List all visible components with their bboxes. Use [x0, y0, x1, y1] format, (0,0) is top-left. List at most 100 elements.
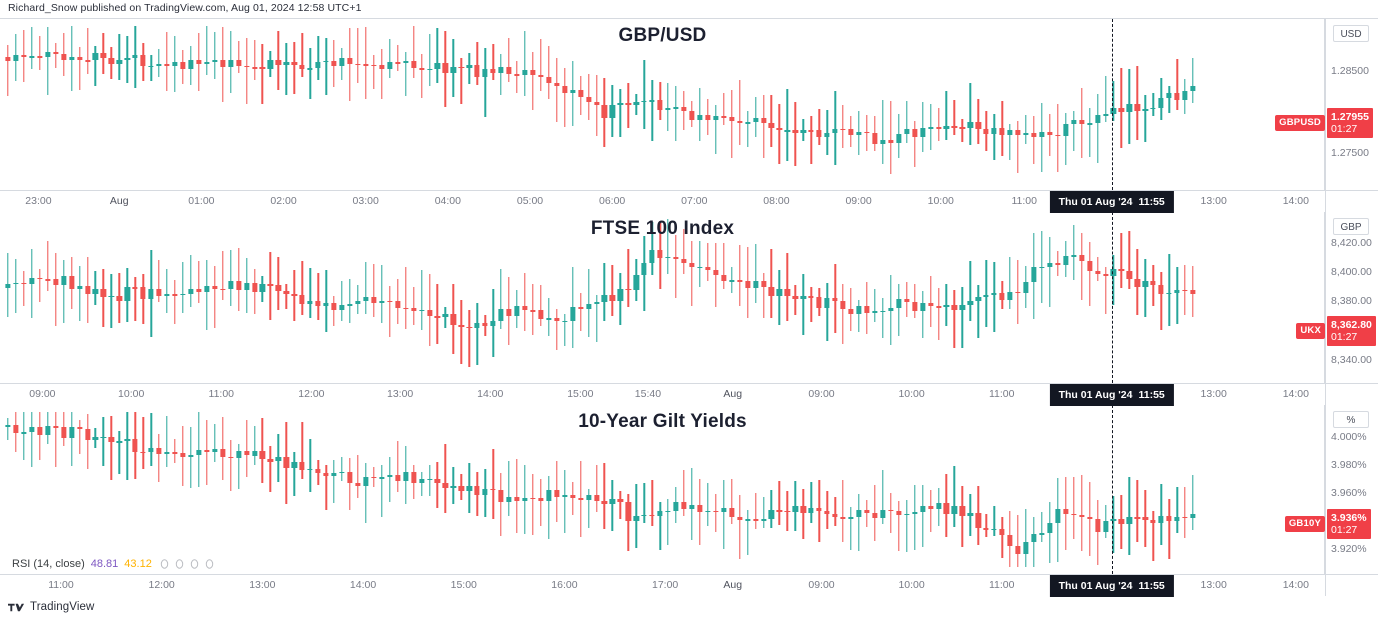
candle-body: [1094, 270, 1101, 275]
candle-wick: [890, 100, 892, 174]
candle-wick: [39, 36, 41, 71]
candle-wick: [810, 286, 812, 323]
remove-icon[interactable]: [190, 559, 199, 569]
candle-wick: [548, 46, 550, 99]
candle-body: [1166, 292, 1172, 295]
candle-body: [848, 516, 854, 519]
candle-body: [339, 471, 345, 474]
candle-body: [713, 510, 719, 513]
candle-body: [673, 502, 679, 511]
candle-wick: [921, 291, 924, 339]
last-price-badge[interactable]: 1.27955 01:27: [1327, 108, 1373, 139]
candle-wick: [436, 28, 439, 84]
more-options-icon[interactable]: [205, 559, 214, 569]
candle-wick: [921, 102, 924, 152]
candle-body: [1142, 280, 1148, 287]
candle-body: [1031, 267, 1037, 282]
plot-area-1[interactable]: GBP/USD GBPUSD USD 1.28500 1.27500 1.27955 01:…: [0, 19, 1378, 190]
candle-body: [824, 298, 830, 308]
time-tick-label: 04:00: [434, 195, 461, 207]
candle-wick: [985, 260, 987, 327]
eye-toggle-icon[interactable]: [160, 559, 169, 569]
ticker-symbol-tag[interactable]: GBPUSD: [1275, 115, 1325, 132]
plot-area-3[interactable]: 10-Year Gilt Yields RSI (14, close) 48.81 4…: [0, 405, 1378, 574]
time-axis[interactable]: 09:00 10:00 11:00 12:00 13:00 14:00 15:00 15:40…: [0, 383, 1378, 406]
candle-body: [681, 502, 687, 510]
candlestick-plot[interactable]: FTSE 100 Index: [0, 212, 1325, 383]
candle-body: [458, 485, 464, 491]
candle-body: [943, 305, 950, 308]
time-axis[interactable]: 23:00 Aug 01:00 02:00 03:00 04:00 05:00 06:00 07…: [0, 190, 1378, 213]
price-axis[interactable]: USD 1.28500 1.27500 1.27955 01:27: [1325, 19, 1378, 190]
candle-wick: [301, 260, 303, 316]
crosshair-vertical-line[interactable]: [1111, 19, 1113, 190]
candle-body: [434, 478, 441, 484]
candle-wick: [245, 420, 248, 478]
time-tick-label: 14:00: [1282, 388, 1309, 400]
ticker-symbol-tag[interactable]: GB10Y: [1284, 516, 1325, 533]
candle-body: [13, 282, 19, 285]
candle-body: [864, 306, 870, 313]
candle-wick: [54, 43, 57, 68]
candle-wick: [31, 412, 33, 468]
plot-area-2[interactable]: FTSE 100 Index UKX GBP 8,420.00 8,400.00 8,38…: [0, 212, 1378, 383]
crosshair-vertical-line[interactable]: [1111, 405, 1113, 574]
rsi-indicator-legend[interactable]: RSI (14, close) 48.81 43.12: [12, 558, 214, 570]
candle-body: [1047, 262, 1053, 267]
time-axis[interactable]: 11:00 12:00 13:00 14:00 15:00 16:00 17:00 Aug 09…: [0, 574, 1378, 597]
candle-wick: [778, 269, 781, 325]
candle-wick: [484, 47, 486, 118]
last-price-badge[interactable]: 8,362.80 01:27: [1327, 315, 1376, 346]
candle-body: [291, 294, 297, 296]
candle-wick: [381, 464, 383, 518]
candlestick-plot[interactable]: GBP/USD: [0, 19, 1325, 190]
candle-wick: [1152, 265, 1154, 306]
last-price-badge[interactable]: 3.936% 01:27: [1327, 509, 1371, 540]
candle-body: [100, 436, 107, 439]
candle-body: [832, 513, 838, 517]
candle-body: [649, 249, 655, 263]
price-axis[interactable]: GBP 8,420.00 8,400.00 8,380.00 8,340.00 8,362…: [1325, 212, 1378, 383]
candle-body: [466, 326, 472, 329]
candle-body: [1079, 514, 1085, 517]
candle-wick: [770, 95, 773, 147]
candle-body: [522, 70, 528, 76]
candle-body: [1039, 131, 1045, 137]
candle-wick: [198, 260, 200, 304]
candle-wick: [556, 58, 558, 122]
candle-wick: [229, 250, 232, 306]
candle-body: [792, 506, 798, 513]
candle-wick: [937, 288, 940, 340]
chart-panel-3[interactable]: 10-Year Gilt Yields RSI (14, close) 48.81 4…: [0, 405, 1378, 597]
chart-panel-2[interactable]: FTSE 100 Index UKX GBP 8,420.00 8,400.00 8,38…: [0, 212, 1378, 406]
candle-wick: [1192, 474, 1194, 531]
candle-wick: [548, 298, 550, 337]
candlestick-plot[interactable]: 10-Year Gilt Yields RSI (14, close) 48.81 4…: [0, 405, 1325, 574]
time-tick-label: 08:00: [763, 195, 790, 207]
candle-wick: [937, 108, 940, 141]
time-tick-label: 14:00: [1282, 579, 1309, 591]
ticker-symbol-tag[interactable]: UKX: [1296, 322, 1325, 339]
price-axis-unit-box[interactable]: USD: [1333, 25, 1369, 42]
candle-body: [625, 288, 631, 291]
price-axis-unit-box[interactable]: GBP: [1333, 218, 1369, 235]
candle-body: [140, 54, 146, 66]
candle-wick: [1025, 509, 1027, 567]
candle-body: [991, 528, 997, 531]
price-axis[interactable]: % 4.000% 3.980% 3.960% 3.920% 3.936% 01:27: [1325, 405, 1378, 574]
candle-body: [498, 490, 504, 503]
chart-panel-1[interactable]: GBP/USD GBPUSD USD 1.28500 1.27500 1.27955 01:…: [0, 19, 1378, 213]
candle-body: [37, 426, 43, 436]
bar-countdown-timer: 01:27: [1331, 524, 1358, 537]
candle-body: [991, 293, 997, 295]
crosshair-vertical-line[interactable]: [1111, 212, 1113, 383]
settings-gear-icon[interactable]: [175, 559, 184, 569]
candle-body: [140, 287, 146, 299]
candle-body: [530, 70, 536, 76]
price-axis-unit-box[interactable]: %: [1333, 411, 1369, 428]
price-tick-label: 1.27500: [1331, 147, 1369, 160]
candle-body: [1190, 86, 1196, 92]
candle-wick: [1080, 232, 1083, 300]
candle-wick: [945, 283, 948, 327]
candle-body: [84, 429, 91, 440]
